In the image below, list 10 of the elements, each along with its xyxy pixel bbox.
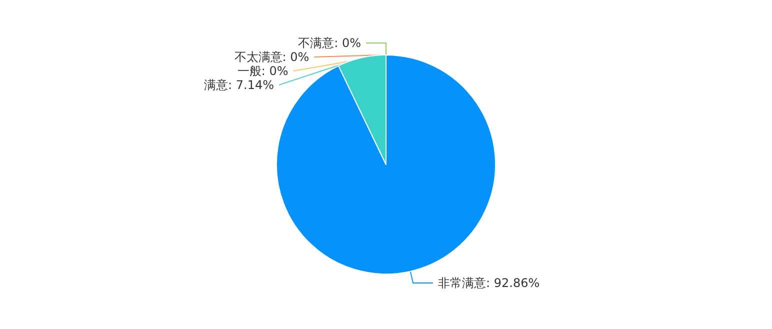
text: : 0%: [282, 50, 310, 64]
text: : 0%: [261, 64, 288, 78]
category-label: 不太满意: [234, 50, 282, 64]
slice-label: 非常满意: [438, 276, 486, 290]
slice-label: 满意: [204, 78, 228, 92]
category-label: 不满意: [298, 36, 334, 50]
category-label: 一般: [237, 64, 262, 78]
text: : 0%: [334, 36, 361, 50]
data-label: : 92.86%: [486, 276, 540, 290]
data-label: : 7.14%: [228, 78, 274, 92]
